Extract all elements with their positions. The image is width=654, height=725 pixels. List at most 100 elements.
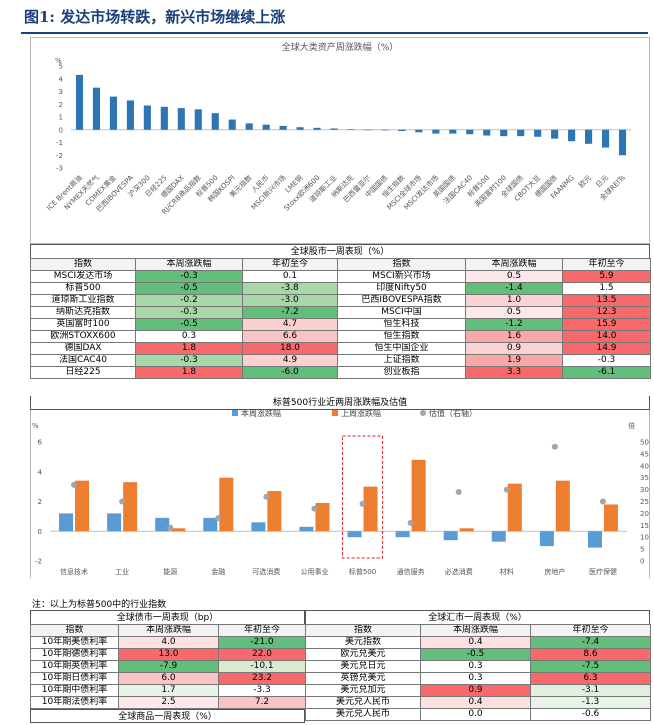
equity-table-title: 全球股市一周表现（%） <box>30 244 650 258</box>
equity-cell: 1.9 <box>465 354 563 367</box>
equity-row: 标普500 -0.5 -3.8 印度Nifty50 -1.4 1.5 <box>30 282 651 295</box>
equity-cell: -6.1 <box>562 366 651 379</box>
sector-category-label: 材料 <box>500 567 514 576</box>
equity-cell: MSCI中国 <box>337 306 466 319</box>
asset-bar <box>296 127 304 130</box>
asset-bar <box>211 113 219 130</box>
fx-cell: 美元兑人民币 <box>305 708 421 721</box>
fx-cell: -0.5 <box>420 648 531 661</box>
equity-row: 纳斯达克指数 -0.3 -7.2 MSCI中国 0.5 12.3 <box>30 306 651 319</box>
equity-cell: 1.5 <box>562 282 651 295</box>
equity-row: 英国富时100 -0.5 4.7 恒生科技 -1.2 15.9 <box>30 318 651 331</box>
fx-row: 美元兑加元 0.9 -3.1 <box>305 684 651 697</box>
asset-bar <box>313 127 321 130</box>
equity-cell: 0.1 <box>242 270 338 283</box>
fx-header-cell: 指数 <box>305 624 421 637</box>
equity-cell: 0.5 <box>465 270 563 283</box>
equity-cell: -3.0 <box>242 294 338 307</box>
fx-header-row: 指数 本周涨跌幅 年初至今 <box>305 624 651 637</box>
sector-y2-tick: 40 <box>640 462 649 470</box>
equity-cell: MSCI新兴市场 <box>337 270 466 283</box>
title-rule <box>21 32 648 34</box>
equity-cell: 15.9 <box>562 318 651 331</box>
sector-category-label: 可选消费 <box>252 567 280 576</box>
bond-cell: -21.0 <box>218 636 306 649</box>
equity-cell: 1.8 <box>135 366 243 379</box>
sector-bar-last-week <box>171 528 186 532</box>
sector-category-label: 能源 <box>163 567 177 576</box>
asset-bar <box>245 123 253 130</box>
asset-bar <box>601 129 610 148</box>
equity-cell: 1.6 <box>465 330 563 343</box>
sector-valuation-point <box>407 519 414 526</box>
bond-table-block: 全球债市一周表现（bp） 指数 本周涨跌幅 年初至今 10年期美债利率 4.0 -21.0… <box>30 610 306 723</box>
equity-cell: 日经225 <box>30 366 136 379</box>
fx-cell: 美元兑人民币 <box>305 696 421 709</box>
equity-cell: -1.2 <box>465 318 563 331</box>
sector-y2-tick: 50 <box>640 439 649 447</box>
equity-cell: 4.9 <box>242 354 338 367</box>
equity-row: MSCI发达市场 -0.3 0.1 MSCI新兴市场 0.5 5.9 <box>30 270 651 283</box>
equity-cell: 1.8 <box>135 342 243 355</box>
sector-bar-this-week <box>587 531 602 548</box>
asset-bar <box>109 96 117 130</box>
bond-cell: 4.0 <box>118 636 219 649</box>
asset-y-tick: 4 <box>59 75 64 83</box>
equity-cell: -1.4 <box>465 282 563 295</box>
sector-y2-tick: 5 <box>640 546 644 554</box>
sector-change-chart: 本周涨跌幅 上周涨跌幅 估值（右轴）% 倍 -2 0 2 4 6 0 5 10 15 20 25 30 35 40… <box>32 408 649 576</box>
equity-cell: 12.3 <box>562 306 651 319</box>
sector-bar-this-week <box>347 531 362 538</box>
fx-row: 欧元兑美元 -0.5 8.6 <box>305 648 651 661</box>
sector-y2-unit: 倍 <box>628 421 635 430</box>
equity-table-block: 全球股市一周表现（%） 指数 本周涨跌幅 年初至今 指数 本周涨跌幅 年初至今 MSCI发达… <box>30 244 651 379</box>
bond-row: 10年期法债利率 2.5 7.2 <box>30 696 306 709</box>
sector-category-label: 工业 <box>115 567 129 576</box>
figure-title: 图1: 发达市场转跌，新兴市场继续上涨 <box>24 8 286 26</box>
bond-row: 10年期德债利率 13.0 22.0 <box>30 648 306 661</box>
sector-bar-last-week <box>219 477 234 532</box>
fx-cell: 0.4 <box>420 636 531 649</box>
asset-y-tick: -3 <box>56 165 63 173</box>
asset-bar <box>432 129 440 134</box>
sector-valuation-point <box>71 481 78 488</box>
fx-cell: 0.3 <box>420 672 531 685</box>
asset-bar <box>551 129 559 139</box>
equity-cell: MSCI发达市场 <box>30 270 136 283</box>
asset-bar <box>228 119 236 130</box>
sector-bar-last-week <box>75 480 90 532</box>
asset-y-tick: 2 <box>59 101 63 109</box>
bond-cell: 10年期日债利率 <box>30 672 119 685</box>
equity-cell: 德国DAX <box>30 342 136 355</box>
equity-cell: 4.7 <box>242 318 338 331</box>
sector-bar-last-week <box>315 502 330 532</box>
sector-category-label: 公用事业 <box>300 567 328 576</box>
bond-cell: 10年期美债利率 <box>30 636 119 649</box>
equity-cell: 5.9 <box>562 270 651 283</box>
asset-bar <box>143 105 151 130</box>
bond-cell: 13.0 <box>118 648 219 661</box>
equity-header-cell: 本周涨跌幅 <box>135 258 243 271</box>
sector-y2-tick: 25 <box>640 498 649 506</box>
fx-cell: -7.4 <box>530 636 651 649</box>
bond-cell: 22.0 <box>218 648 306 661</box>
sector-valuation-point <box>599 498 606 505</box>
asset-y-tick: 1 <box>59 114 63 122</box>
sector-y2-tick: 45 <box>640 450 649 458</box>
fx-header-cell: 年初至今 <box>530 624 651 637</box>
equity-cell: 18.0 <box>242 342 338 355</box>
sector-bar-this-week <box>299 526 314 532</box>
bond-table: 指数 本周涨跌幅 年初至今 10年期美债利率 4.0 -21.0 10年期德债利率 13.0 2… <box>30 624 306 709</box>
equity-cell: 恒生中国企业 <box>337 342 466 355</box>
sector-y-tick: 0 <box>38 528 42 536</box>
asset-y-unit: % <box>55 57 62 65</box>
asset-bar <box>568 129 576 142</box>
equity-row: 欧洲STOXX600 0.3 6.6 恒生指数 1.6 14.0 <box>30 330 651 343</box>
equity-cell: 1.0 <box>465 294 563 307</box>
legend-label: 估值（右轴） <box>429 408 477 418</box>
bond-row: 10年期中债利率 1.7 -3.3 <box>30 684 306 697</box>
equity-cell: -7.2 <box>242 306 338 319</box>
bond-cell: 10年期德债利率 <box>30 648 119 661</box>
equity-cell: 纳斯达克指数 <box>30 306 136 319</box>
sector-category-label: 通信服务 <box>397 567 425 576</box>
